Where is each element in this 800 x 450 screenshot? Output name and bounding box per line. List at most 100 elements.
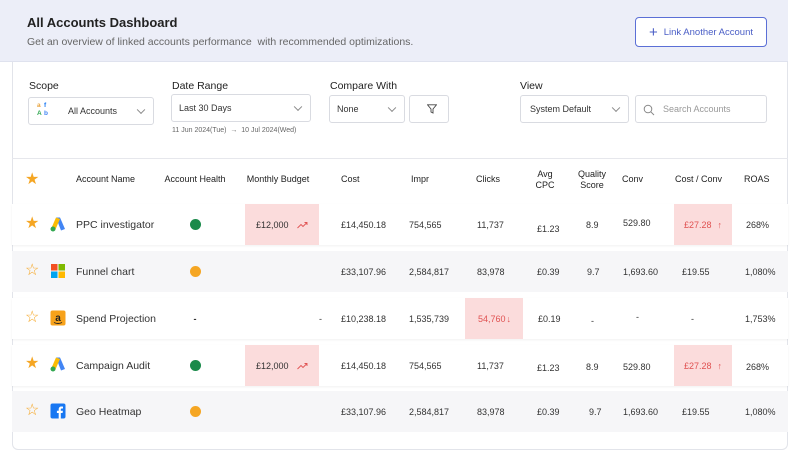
avg-cpc-value: £0.19 bbox=[538, 313, 561, 324]
health-indicator bbox=[163, 345, 227, 386]
col-account-health[interactable]: Account Health bbox=[164, 174, 226, 184]
date-range-select[interactable]: Last 30 Days bbox=[171, 94, 311, 122]
avg-cpc-value: £0.39 bbox=[537, 266, 560, 277]
link-account-button[interactable]: + Link Another Account bbox=[635, 17, 767, 47]
table-row[interactable]: ★ Campaign Audit £12,000 £14,450.18 754,… bbox=[12, 345, 788, 386]
cost-conv-value: - bbox=[691, 313, 694, 324]
star-outline-icon[interactable]: ☆ bbox=[25, 309, 40, 326]
account-name[interactable]: Geo Heatmap bbox=[76, 405, 142, 418]
date-range-dates: 11 Jun 2024(Tue) → 10 Jul 2024(Wed) bbox=[172, 127, 297, 134]
col-quality-line2: Score bbox=[580, 180, 604, 190]
cost-conv-text: £27.28 bbox=[684, 360, 712, 371]
account-name[interactable]: Spend Projection bbox=[76, 312, 156, 325]
favorite-all-star-icon[interactable]: ★ bbox=[25, 171, 40, 188]
health-indicator bbox=[163, 391, 227, 432]
col-conv[interactable]: Conv bbox=[622, 174, 644, 184]
date-range-label: Date Range bbox=[172, 80, 229, 92]
table-row[interactable]: ☆ Funnel chart £33,107.96 2,584,817 83,9… bbox=[12, 251, 788, 292]
cost-value: £14,450.18 bbox=[341, 360, 387, 371]
col-quality-score[interactable]: Quality Score bbox=[574, 169, 610, 191]
cost-value: £33,107.96 bbox=[341, 266, 387, 277]
trend-up-icon bbox=[296, 221, 307, 228]
compare-select[interactable]: None bbox=[329, 95, 405, 123]
trend-up-icon bbox=[296, 362, 307, 369]
clicks-value: 83,978 bbox=[477, 266, 505, 277]
conv-value: - bbox=[636, 311, 639, 322]
roas-value: 1,753% bbox=[745, 313, 776, 324]
star-outline-icon[interactable]: ☆ bbox=[25, 262, 40, 279]
facebook-icon bbox=[50, 403, 66, 419]
col-impr[interactable]: Impr bbox=[411, 174, 429, 184]
conv-value: 529.80 bbox=[623, 361, 651, 372]
account-name[interactable]: PPC investigator bbox=[76, 218, 155, 231]
col-avg-cpc-line2: CPC bbox=[535, 180, 555, 190]
compare-label: Compare With bbox=[330, 80, 398, 92]
roas-value: 1,080% bbox=[745, 266, 776, 277]
star-outline-icon[interactable]: ☆ bbox=[25, 402, 40, 419]
health-dot-good bbox=[189, 219, 201, 230]
clicks-value: 83,978 bbox=[477, 406, 505, 417]
clicks-value: 11,737 bbox=[477, 360, 504, 371]
svg-text:a: a bbox=[55, 313, 61, 324]
col-avg-cpc[interactable]: Avg CPC bbox=[533, 169, 557, 191]
plus-icon: + bbox=[648, 23, 658, 41]
quality-score-value: 8.9 bbox=[586, 219, 599, 230]
filter-button[interactable] bbox=[409, 95, 449, 123]
col-roas[interactable]: ROAS bbox=[744, 174, 770, 184]
account-name[interactable]: Funnel chart bbox=[76, 265, 135, 278]
impr-value: 1,535,739 bbox=[409, 313, 450, 324]
quality-score-value: 9.7 bbox=[589, 406, 602, 417]
clicks-highlight bbox=[465, 298, 523, 339]
impr-value: 754,565 bbox=[409, 360, 442, 371]
quality-score-value: - bbox=[591, 315, 594, 326]
cost-conv-highlight bbox=[674, 204, 732, 245]
view-select[interactable]: System Default bbox=[520, 95, 629, 123]
filter-icon bbox=[427, 104, 437, 114]
arrow-up-icon: ↑ bbox=[717, 219, 723, 230]
microsoft-ads-icon bbox=[51, 264, 65, 278]
star-filled-icon[interactable]: ★ bbox=[25, 215, 40, 232]
scope-select[interactable]: a f A b All Accounts bbox=[28, 97, 154, 125]
impr-value: 754,565 bbox=[409, 219, 442, 230]
chevron-down-icon bbox=[293, 102, 303, 112]
table-row[interactable]: ☆ Geo Heatmap £33,107.96 2,584,817 83,97… bbox=[12, 391, 788, 432]
col-cost-per-conv[interactable]: Cost / Conv bbox=[675, 174, 723, 184]
cost-conv-text: £27.28 bbox=[684, 219, 712, 230]
account-name[interactable]: Campaign Audit bbox=[76, 359, 151, 372]
budget-value: £12,000 bbox=[256, 360, 289, 371]
star-filled-icon[interactable]: ★ bbox=[25, 355, 40, 372]
clicks-cell: 54,760 ↓ bbox=[478, 298, 511, 339]
impr-value: 2,584,817 bbox=[409, 406, 450, 417]
health-value: - bbox=[193, 313, 197, 324]
clicks-value: 54,760 bbox=[478, 313, 506, 324]
avg-cpc-value: £1.23 bbox=[537, 362, 560, 373]
table-row[interactable]: ★ PPC investigator £12,000 £14,450.18 75… bbox=[12, 204, 788, 245]
health-dot-warning bbox=[189, 266, 201, 277]
conv-value: 1,693.60 bbox=[623, 406, 659, 417]
view-label: View bbox=[520, 80, 543, 92]
page-title: All Accounts Dashboard bbox=[27, 15, 178, 30]
quality-score-value: 9.7 bbox=[587, 266, 600, 277]
chevron-down-icon bbox=[136, 105, 146, 115]
dashboard-header: All Accounts Dashboard Get an overview o… bbox=[0, 0, 788, 62]
table-row[interactable]: ☆ a Spend Projection - - £10,238.18 1,53… bbox=[12, 298, 788, 339]
health-indicator bbox=[163, 251, 227, 292]
link-account-label: Link Another Account bbox=[663, 26, 754, 38]
col-account-name[interactable]: Account Name bbox=[76, 174, 136, 184]
health-dot-warning bbox=[189, 406, 201, 417]
col-cost[interactable]: Cost bbox=[341, 174, 360, 184]
health-dot-good bbox=[189, 360, 201, 371]
col-clicks[interactable]: Clicks bbox=[476, 174, 500, 184]
cost-value: £14,450.18 bbox=[341, 219, 387, 230]
platforms-icon: a f A b bbox=[37, 102, 48, 117]
google-ads-icon bbox=[50, 217, 65, 232]
col-monthly-budget[interactable]: Monthly Budget bbox=[246, 174, 310, 184]
arrow-up-icon: ↑ bbox=[717, 360, 723, 371]
chevron-down-icon bbox=[387, 103, 397, 113]
cost-conv-value: £19.55 bbox=[682, 266, 710, 277]
google-ads-icon bbox=[50, 357, 65, 372]
conv-value: 529.80 bbox=[623, 217, 651, 228]
col-quality-line1: Quality bbox=[577, 169, 606, 179]
cost-conv-highlight bbox=[674, 345, 732, 386]
search-input[interactable]: Search Accounts bbox=[635, 95, 767, 123]
